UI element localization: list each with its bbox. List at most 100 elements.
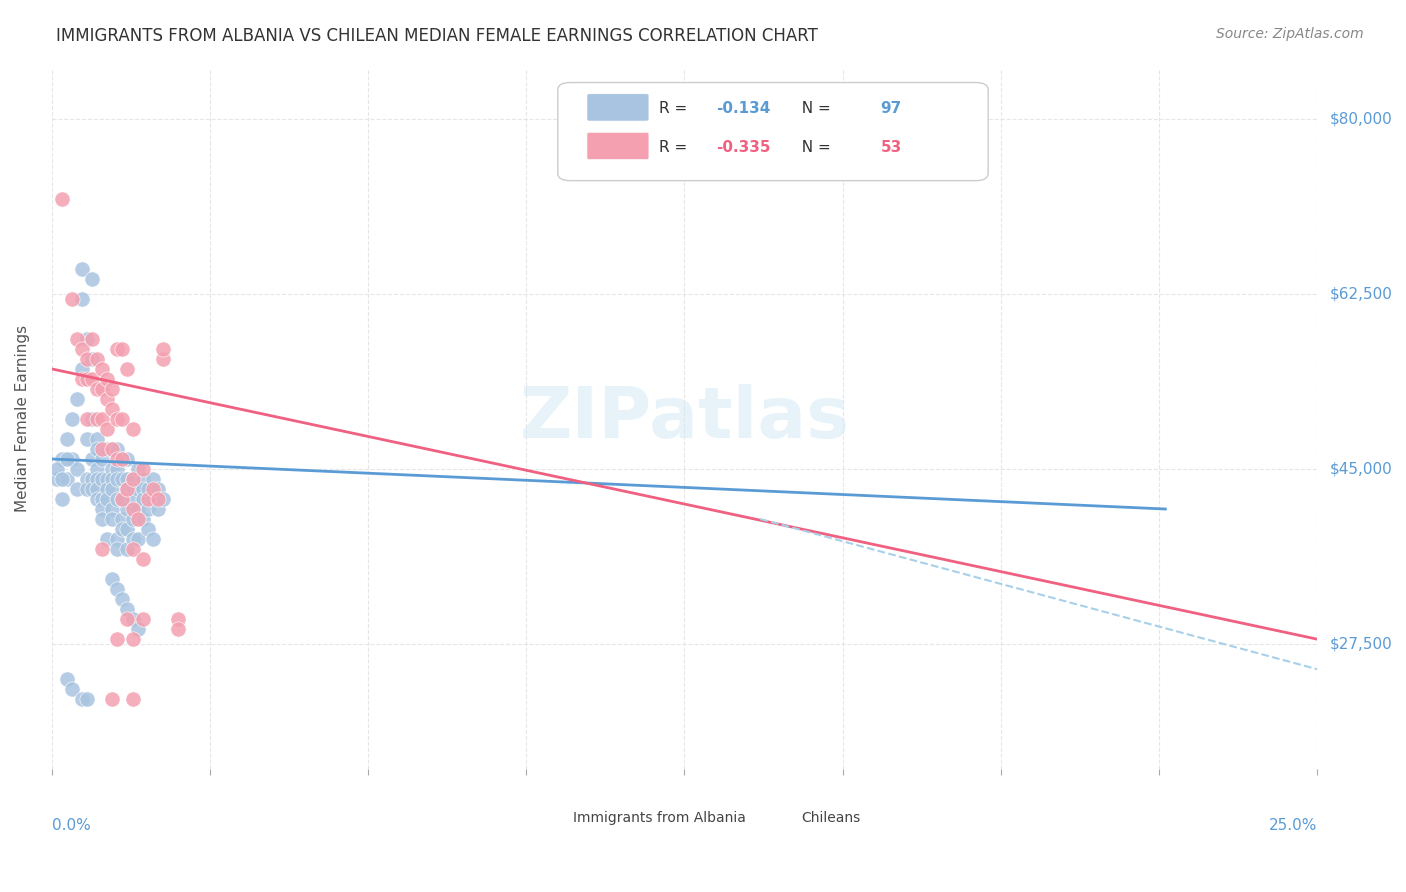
- Text: Source: ZipAtlas.com: Source: ZipAtlas.com: [1216, 27, 1364, 41]
- Point: [70, 342, 93, 356]
- Point: [96, 532, 118, 546]
- Point: [66, 462, 89, 476]
- Point: [142, 482, 165, 496]
- Point: [136, 502, 159, 516]
- Point: [45, 472, 67, 486]
- Text: IMMIGRANTS FROM ALBANIA VS CHILEAN MEDIAN FEMALE EARNINGS CORRELATION CHART: IMMIGRANTS FROM ALBANIA VS CHILEAN MEDIA…: [56, 27, 818, 45]
- Point: [152, 351, 174, 366]
- Point: [45, 462, 67, 476]
- Point: [117, 602, 139, 616]
- Point: [105, 632, 128, 647]
- Point: [86, 412, 108, 426]
- Point: [80, 472, 103, 486]
- Point: [91, 491, 114, 506]
- Point: [127, 502, 149, 516]
- Point: [96, 392, 118, 406]
- FancyBboxPatch shape: [530, 808, 567, 828]
- Point: [80, 452, 103, 467]
- Point: [91, 442, 114, 456]
- Point: [127, 532, 149, 546]
- Point: [127, 622, 149, 636]
- Point: [101, 382, 124, 396]
- Point: [55, 472, 77, 486]
- Point: [101, 442, 124, 456]
- Point: [51, 472, 73, 486]
- Point: [105, 542, 128, 557]
- Y-axis label: Median Female Earnings: Median Female Earnings: [15, 326, 30, 513]
- Point: [80, 482, 103, 496]
- Point: [91, 452, 114, 467]
- Point: [111, 491, 134, 506]
- Point: [80, 412, 103, 426]
- Point: [105, 442, 128, 456]
- Point: [70, 692, 93, 706]
- FancyBboxPatch shape: [586, 94, 650, 121]
- Text: -0.134: -0.134: [716, 101, 770, 116]
- Point: [152, 491, 174, 506]
- Point: [101, 502, 124, 516]
- Point: [80, 351, 103, 366]
- Point: [70, 362, 93, 376]
- Point: [105, 462, 128, 476]
- Point: [101, 512, 124, 526]
- Point: [76, 432, 98, 446]
- Point: [60, 682, 83, 697]
- Text: N =: N =: [792, 139, 835, 154]
- Point: [117, 482, 139, 496]
- Point: [121, 472, 143, 486]
- Point: [76, 351, 98, 366]
- Point: [96, 482, 118, 496]
- Point: [111, 512, 134, 526]
- Point: [55, 452, 77, 467]
- Point: [121, 632, 143, 647]
- Point: [105, 532, 128, 546]
- Point: [136, 482, 159, 496]
- Point: [96, 422, 118, 436]
- Text: $45,000: $45,000: [1330, 461, 1392, 476]
- Point: [86, 472, 108, 486]
- Point: [60, 452, 83, 467]
- Point: [70, 292, 93, 306]
- Text: $80,000: $80,000: [1330, 112, 1392, 126]
- Point: [51, 491, 73, 506]
- Point: [76, 692, 98, 706]
- Point: [80, 372, 103, 386]
- Point: [146, 482, 169, 496]
- Point: [51, 452, 73, 467]
- Point: [66, 392, 89, 406]
- Text: R =: R =: [659, 101, 692, 116]
- Point: [117, 612, 139, 626]
- Point: [117, 362, 139, 376]
- Point: [117, 522, 139, 536]
- Point: [117, 472, 139, 486]
- Point: [86, 382, 108, 396]
- Point: [131, 552, 153, 566]
- Point: [111, 452, 134, 467]
- Point: [91, 512, 114, 526]
- Point: [152, 342, 174, 356]
- Point: [131, 462, 153, 476]
- Point: [101, 401, 124, 416]
- Point: [111, 592, 134, 607]
- Point: [136, 491, 159, 506]
- Text: 0.0%: 0.0%: [52, 818, 90, 833]
- Point: [101, 442, 124, 456]
- Point: [60, 292, 83, 306]
- Point: [121, 482, 143, 496]
- Point: [142, 472, 165, 486]
- Point: [91, 362, 114, 376]
- Point: [91, 472, 114, 486]
- Point: [142, 491, 165, 506]
- Point: [121, 502, 143, 516]
- Text: R =: R =: [659, 139, 692, 154]
- Point: [111, 452, 134, 467]
- Point: [51, 192, 73, 206]
- Point: [111, 491, 134, 506]
- Text: Chileans: Chileans: [801, 811, 860, 825]
- Point: [111, 522, 134, 536]
- Point: [70, 372, 93, 386]
- Point: [80, 272, 103, 286]
- Text: 97: 97: [880, 101, 901, 116]
- Point: [121, 542, 143, 557]
- Point: [117, 482, 139, 496]
